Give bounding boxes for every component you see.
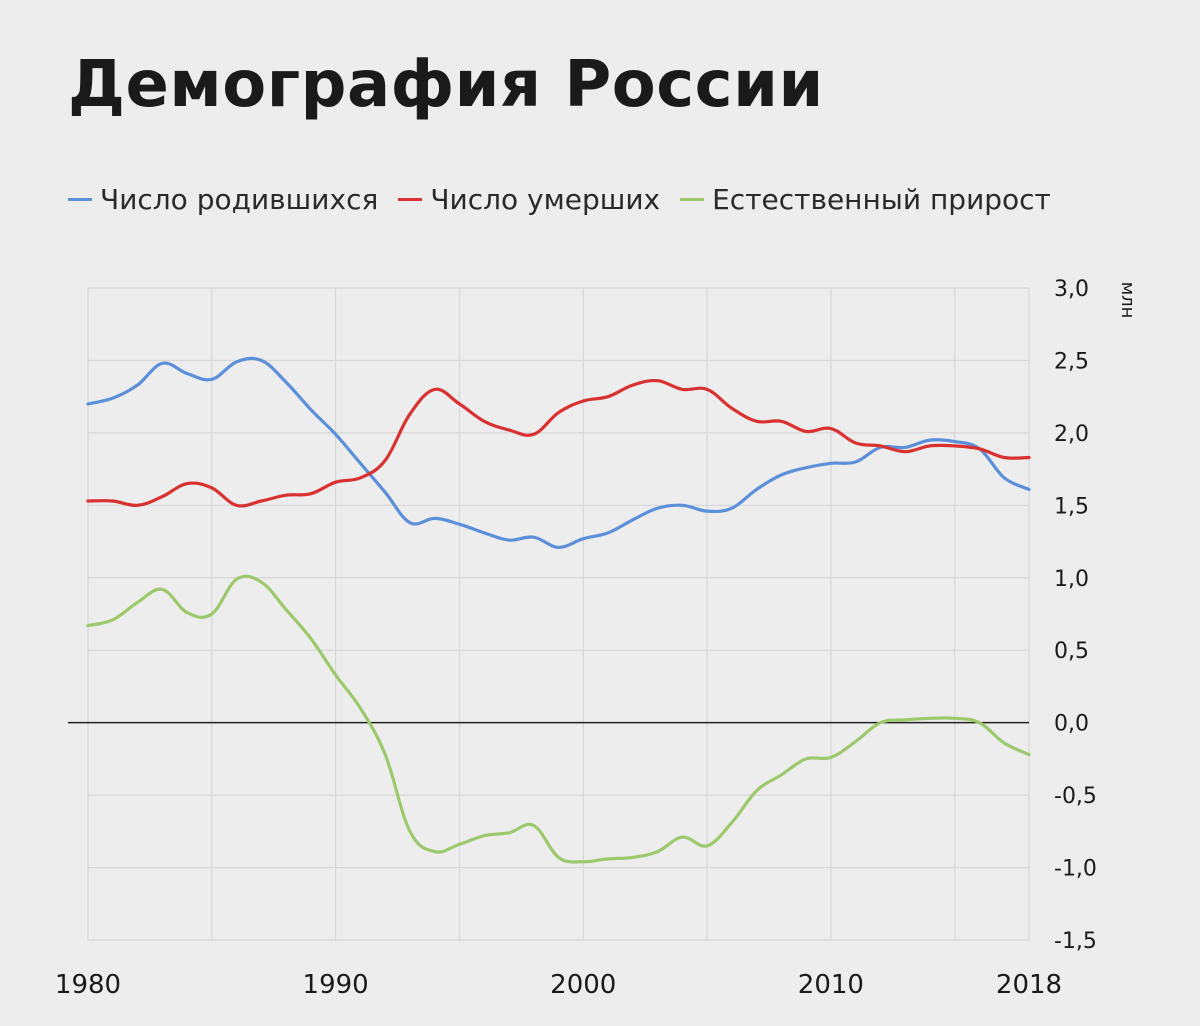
y-axis-unit-label: млн bbox=[1117, 282, 1138, 319]
y-tick-label: 0,0 bbox=[1054, 712, 1089, 737]
y-tick-label: 2,5 bbox=[1054, 349, 1089, 374]
legend-label-natural-growth: Естественный прирост bbox=[712, 183, 1051, 216]
y-tick-label: 1,0 bbox=[1054, 567, 1089, 592]
natural-growth-line bbox=[86, 574, 1031, 864]
x-axis-ticks: 1980 1990 2000 2010 2018 bbox=[55, 970, 1062, 1000]
births-line bbox=[86, 356, 1031, 550]
deaths-line bbox=[86, 378, 1031, 508]
x-tick-label: 2000 bbox=[550, 970, 616, 1000]
x-tick-label: 1990 bbox=[303, 970, 369, 1000]
grid bbox=[87, 287, 1030, 941]
legend: Число родившихся Число умерших Естествен… bbox=[68, 183, 1071, 216]
legend-label-births: Число родившихся bbox=[100, 183, 379, 216]
y-tick-label: -1,5 bbox=[1054, 929, 1097, 954]
y-tick-label: 0,5 bbox=[1054, 639, 1089, 664]
y-axis-ticks: 3,0 2,5 2,0 1,5 1,0 0,5 0,0 -0,5 -1,0 -1,5 bbox=[1054, 277, 1097, 954]
legend-item-deaths: Число умерших bbox=[398, 183, 660, 216]
legend-item-births: Число родившихся bbox=[68, 183, 378, 216]
x-tick-label: 2018 bbox=[996, 970, 1062, 1000]
y-tick-label: 3,0 bbox=[1054, 277, 1089, 302]
series-lines bbox=[86, 356, 1031, 864]
x-tick-label: 1980 bbox=[55, 970, 121, 1000]
legend-swatch-births bbox=[68, 198, 92, 201]
legend-item-natural-growth: Естественный прирост bbox=[680, 183, 1051, 216]
y-tick-label: -1,0 bbox=[1054, 857, 1097, 882]
legend-swatch-natural-growth bbox=[680, 198, 705, 201]
x-tick-label: 2010 bbox=[798, 970, 864, 1000]
y-tick-label: 1,5 bbox=[1054, 494, 1089, 519]
legend-label-deaths: Число умерших bbox=[430, 183, 661, 216]
y-tick-label: 2,0 bbox=[1054, 422, 1089, 447]
legend-swatch-deaths bbox=[398, 198, 423, 201]
chart-title: Демография России bbox=[68, 48, 824, 122]
y-tick-label: -0,5 bbox=[1054, 784, 1097, 809]
